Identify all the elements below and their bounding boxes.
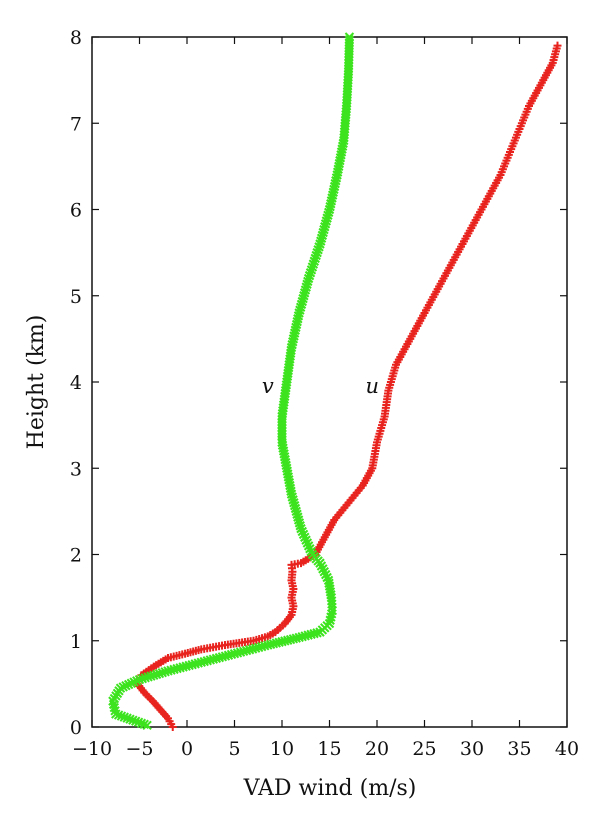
v-point	[306, 265, 317, 275]
y-tick-label: 1	[70, 631, 82, 653]
x-tick-label: 30	[460, 738, 484, 760]
y-tick-label: 3	[70, 458, 82, 480]
v-point	[309, 256, 320, 266]
x-tick-label: −10	[72, 738, 112, 760]
v-point	[128, 715, 138, 725]
v-point	[324, 578, 334, 588]
v-point	[119, 712, 130, 722]
x-axis-title: VAD wind (m/s)	[243, 776, 417, 801]
v-point	[344, 35, 355, 45]
x-tick-label: 10	[270, 738, 294, 760]
v-point	[133, 717, 144, 727]
data-points-group	[108, 32, 562, 731]
x-tick-label: −5	[125, 738, 153, 760]
v-point	[313, 245, 323, 255]
v-point	[122, 713, 132, 723]
y-tick-label: 0	[70, 717, 82, 739]
v-point	[136, 718, 147, 728]
v-point	[139, 719, 149, 729]
x-tick-label: 15	[317, 738, 341, 760]
v-point	[142, 720, 152, 730]
v-point	[311, 250, 321, 261]
curve-label-u: u	[365, 374, 379, 398]
v-point	[304, 270, 315, 281]
x-tick-label: 20	[365, 738, 389, 760]
v-point	[344, 32, 355, 42]
x-tick-label: 40	[555, 738, 579, 760]
v-point	[305, 268, 316, 278]
v-point	[125, 714, 135, 724]
v-point	[307, 262, 318, 272]
v-point	[310, 253, 320, 264]
v-point	[312, 628, 322, 638]
y-tick-label: 8	[70, 27, 82, 49]
curve-label-v: v	[262, 374, 274, 398]
v-point	[312, 247, 322, 258]
y-tick-label: 5	[70, 286, 82, 308]
v-point	[308, 259, 319, 269]
y-axis-title: Height (km)	[24, 315, 49, 450]
x-tick-label: 35	[507, 738, 531, 760]
v-point	[130, 716, 141, 726]
y-tick-label: 4	[70, 372, 82, 394]
x-tick-label: 25	[412, 738, 436, 760]
x-tick-label: 0	[181, 738, 193, 760]
y-tick-label: 7	[70, 113, 82, 135]
ticks-group: −10 −5 0 5 10 15 20 25 30 35 40 0 1 2 3 4 5 6 7 8	[70, 27, 579, 760]
y-tick-label: 6	[70, 200, 82, 222]
y-tick-label: 2	[70, 545, 82, 567]
v-point	[303, 273, 314, 284]
x-tick-label: 5	[228, 738, 240, 760]
u-point	[553, 41, 562, 50]
